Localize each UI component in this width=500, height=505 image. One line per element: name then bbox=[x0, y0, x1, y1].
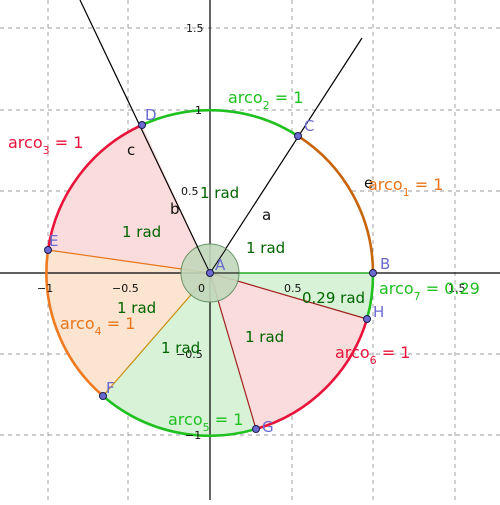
y-tick-label: −0.5 bbox=[176, 348, 203, 361]
point-label-b: B bbox=[380, 255, 390, 273]
sector-label: 1 rad bbox=[161, 339, 200, 357]
segment-label-e: e bbox=[364, 174, 373, 192]
points bbox=[44, 121, 377, 433]
point-label-c: C bbox=[304, 117, 314, 135]
y-tick-label: −1 bbox=[185, 429, 201, 442]
point-label-h: H bbox=[373, 303, 384, 321]
tick-labels: −1 −0.5 0.5 1.5 1.5 1 0.5 −0.5 −1 0 bbox=[37, 22, 466, 442]
sector-label: 1 rad bbox=[117, 299, 156, 317]
arc-label-5: arco5 = 1 bbox=[168, 410, 243, 434]
sector-2 bbox=[142, 110, 298, 273]
arc-label-1: arco1 = 1 bbox=[368, 175, 443, 199]
arc-3 bbox=[46, 123, 143, 251]
segment-label-c: c bbox=[127, 141, 135, 159]
x-tick-label: 1.5 bbox=[448, 282, 466, 295]
x-tick-label: −1 bbox=[37, 282, 53, 295]
point-a[interactable] bbox=[206, 269, 214, 277]
x-tick-label: −0.5 bbox=[112, 282, 139, 295]
point-b[interactable] bbox=[369, 269, 377, 277]
y-tick-label: 1.5 bbox=[186, 22, 204, 35]
sectors bbox=[46, 110, 374, 436]
circle-arcs bbox=[45, 108, 375, 437]
point-e[interactable] bbox=[44, 246, 52, 254]
arc-2 bbox=[141, 108, 299, 138]
segment-a-line bbox=[209, 37, 363, 274]
arc-4 bbox=[45, 249, 104, 397]
point-label-a: A bbox=[215, 256, 226, 274]
sector-label: 0.29 rad bbox=[302, 289, 365, 307]
sector-label: 1 rad bbox=[245, 328, 284, 346]
point-h[interactable] bbox=[363, 315, 371, 323]
point-g[interactable] bbox=[252, 425, 260, 433]
y-tick-label: 0.5 bbox=[181, 185, 199, 198]
arc-label-4: arco4 = 1 bbox=[60, 314, 135, 338]
arc-label-2: arco2 = 1 bbox=[228, 88, 303, 112]
point-label-d: D bbox=[145, 106, 157, 124]
arc-label-6: arco6 = 1 bbox=[335, 343, 410, 367]
origin-label: 0 bbox=[198, 282, 205, 295]
segment-label-a: a bbox=[262, 206, 271, 224]
segment-label-b: b bbox=[170, 200, 180, 218]
arc-6 bbox=[255, 318, 369, 431]
sector-label: 1 rad bbox=[200, 184, 239, 202]
sector-6 bbox=[210, 273, 367, 429]
point-label-f: F bbox=[106, 379, 115, 397]
sector-1 bbox=[210, 136, 373, 273]
sector-3 bbox=[48, 125, 210, 273]
arc-1 bbox=[297, 134, 375, 274]
point-label-g: G bbox=[262, 418, 274, 436]
segment-labels: a b c e bbox=[127, 141, 373, 224]
x-tick-label: 0.5 bbox=[284, 282, 302, 295]
arc-label-7: arco7 = 0.29 bbox=[379, 279, 480, 303]
point-label-e: E bbox=[49, 232, 58, 250]
arc-labels: arco1 = 1 arco2 = 1 arco3 = 1 arco4 = 1 … bbox=[8, 88, 480, 434]
sector-4 bbox=[46, 250, 210, 396]
y-tick-label: 1 bbox=[195, 104, 202, 117]
point-c[interactable] bbox=[294, 132, 302, 140]
point-labels: A B C D E F G H bbox=[49, 106, 390, 436]
arc-label-3: arco3 = 1 bbox=[8, 133, 83, 157]
sector-labels: 1 rad 1 rad 1 rad 1 rad 1 rad 1 rad 0.29… bbox=[117, 184, 365, 357]
arc-5 bbox=[102, 395, 257, 437]
point-f[interactable] bbox=[99, 392, 107, 400]
sector-label: 1 rad bbox=[246, 239, 285, 257]
sector-label: 1 rad bbox=[122, 223, 161, 241]
sector-5 bbox=[103, 273, 256, 436]
point-d[interactable] bbox=[138, 121, 146, 129]
segment-c-line bbox=[79, 0, 211, 274]
